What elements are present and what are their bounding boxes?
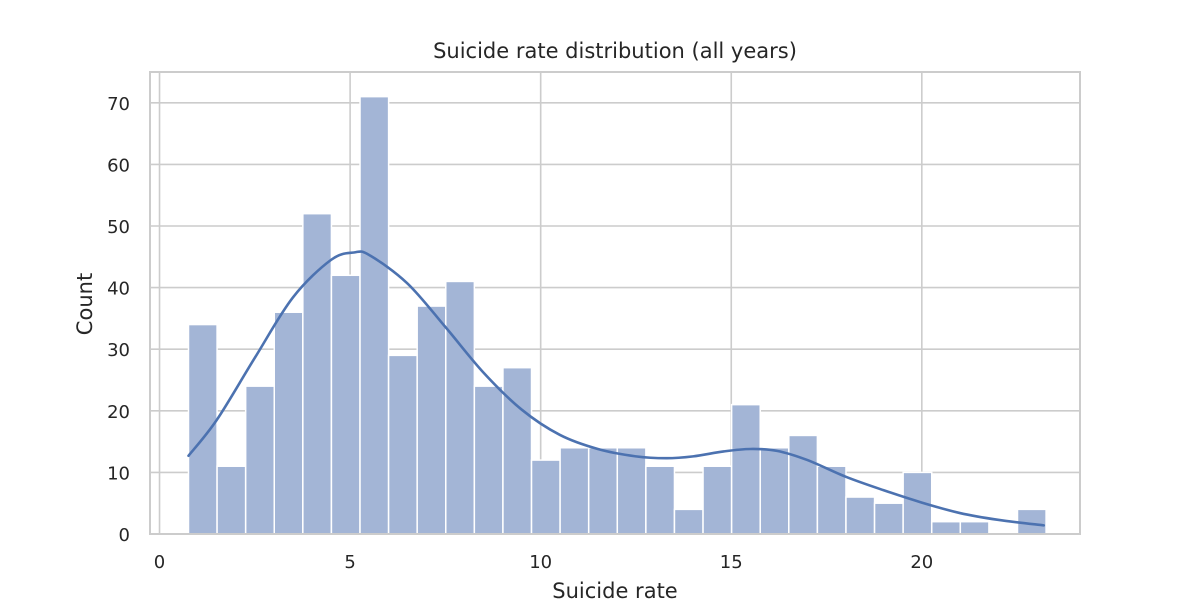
histogram-bar	[330, 274, 361, 535]
histogram-bar	[244, 385, 276, 535]
histogram-bar	[445, 280, 476, 535]
y-tick-label: 20	[107, 402, 130, 423]
histogram-bar	[473, 385, 504, 535]
y-tick-label: 70	[107, 94, 130, 115]
histogram-bar	[845, 496, 876, 535]
kde-line	[187, 250, 1046, 527]
histogram-bar	[930, 520, 962, 535]
histogram-bar	[559, 447, 590, 535]
x-tick-label: 10	[529, 552, 552, 573]
x-tick-label: 0	[154, 552, 165, 573]
y-tick-label: 40	[107, 279, 130, 300]
histogram-bar	[730, 403, 761, 535]
y-tick-label: 30	[107, 340, 130, 361]
histogram-bar	[502, 366, 533, 535]
histogram-bar	[673, 508, 704, 535]
plot-frame	[149, 71, 1081, 535]
histogram-bar	[873, 502, 904, 535]
chart-title: Suicide rate distribution (all years)	[433, 39, 797, 63]
histogram-bars	[187, 95, 1047, 535]
y-tick-label: 10	[107, 463, 130, 484]
histogram-bar	[530, 459, 561, 535]
kde-curve-group	[187, 250, 1046, 527]
x-tick-label: 5	[344, 552, 355, 573]
y-axis-ticks: 0 10 20 30 40 50 60 70	[107, 94, 130, 546]
y-tick-label: 60	[107, 155, 130, 176]
histogram-bar	[359, 95, 390, 535]
histogram-bar	[788, 434, 819, 535]
x-axis-ticks: 0 5 10 15 20	[154, 552, 933, 573]
histogram-bar	[959, 520, 990, 535]
histogram-bar	[587, 447, 619, 535]
histogram-bar	[702, 465, 733, 535]
histogram-bar	[187, 323, 218, 535]
x-tick-label: 15	[720, 552, 743, 573]
y-tick-label: 50	[107, 217, 130, 238]
histogram-bar	[416, 305, 447, 535]
histogram-bar	[216, 465, 247, 535]
histogram-bar	[645, 465, 676, 535]
plot-border	[149, 71, 1081, 535]
histogram-bar	[616, 447, 647, 535]
histogram-bar	[759, 447, 790, 535]
histogram-bar	[387, 354, 418, 535]
y-tick-label: 0	[119, 525, 130, 546]
x-axis-label: Suicide rate	[552, 579, 677, 600]
x-tick-label: 20	[910, 552, 933, 573]
y-axis-label: Count	[73, 273, 97, 335]
histogram-bar	[273, 311, 304, 535]
